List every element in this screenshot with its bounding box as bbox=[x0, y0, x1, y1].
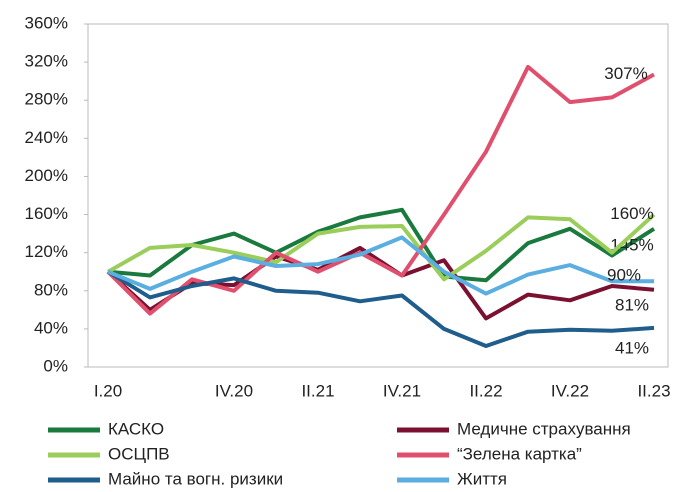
x-tick-label: II.21 bbox=[301, 381, 334, 400]
legend-label: Майно та вогн. ризики bbox=[108, 469, 283, 488]
legend-label: КАСКО bbox=[108, 419, 164, 438]
data-label: 307% bbox=[604, 64, 647, 83]
plot-frame bbox=[87, 23, 669, 368]
data-label: 145% bbox=[610, 235, 653, 254]
x-tick-label: II.23 bbox=[637, 381, 670, 400]
legend-label: Життя bbox=[457, 469, 507, 488]
x-tick-label: IV.22 bbox=[551, 381, 589, 400]
series-line bbox=[106, 64, 655, 316]
data-label: 81% bbox=[615, 295, 649, 314]
x-tick-label: IV.21 bbox=[383, 381, 421, 400]
series-line bbox=[107, 213, 656, 282]
legend-label: Медичне страхування bbox=[457, 419, 631, 438]
y-tick-label: 0% bbox=[43, 356, 68, 375]
x-tick-label: I.20 bbox=[94, 381, 122, 400]
data-label: 160% bbox=[610, 204, 653, 223]
y-tick-label: 160% bbox=[25, 204, 68, 223]
series-line bbox=[107, 235, 654, 296]
y-tick-label: 80% bbox=[34, 280, 68, 299]
series-line bbox=[106, 269, 655, 348]
y-tick-label: 360% bbox=[25, 13, 68, 32]
legend-label: ОСЦПВ bbox=[108, 444, 170, 463]
x-tick-label: IV.20 bbox=[215, 381, 253, 400]
y-tick-label: 40% bbox=[34, 318, 68, 337]
data-label: 41% bbox=[615, 338, 649, 357]
y-tick-label: 120% bbox=[25, 242, 68, 261]
data-label: 90% bbox=[607, 266, 641, 285]
y-tick-label: 320% bbox=[25, 52, 68, 71]
y-tick-label: 240% bbox=[25, 128, 68, 147]
legend-label: “Зелена картка” bbox=[457, 444, 582, 463]
y-tick-label: 200% bbox=[25, 166, 68, 185]
y-tick-label: 280% bbox=[25, 90, 68, 109]
x-tick-label: II.22 bbox=[469, 381, 502, 400]
series-line bbox=[107, 207, 656, 283]
